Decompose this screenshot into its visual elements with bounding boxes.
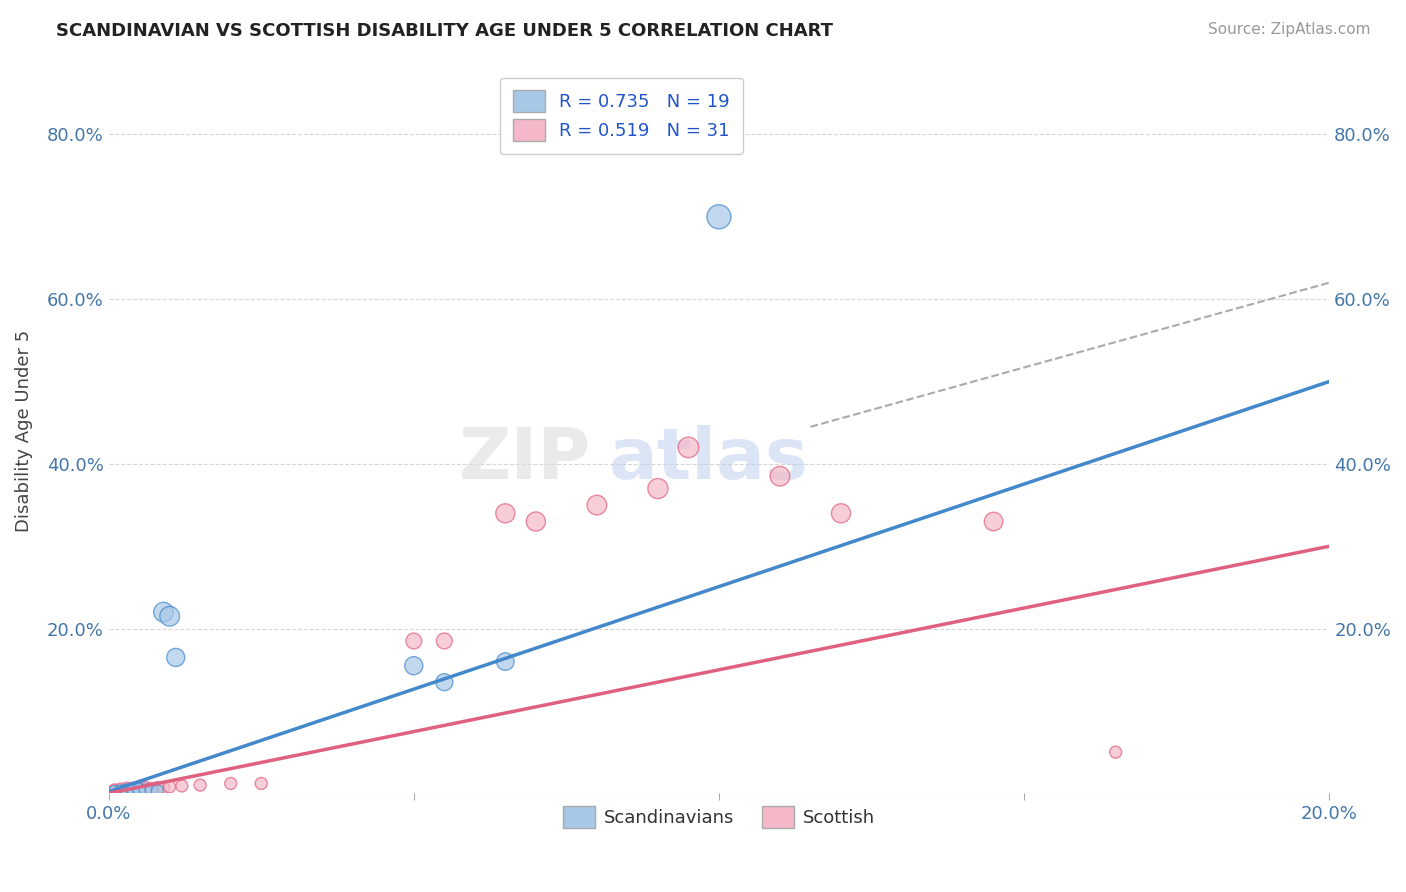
Text: SCANDINAVIAN VS SCOTTISH DISABILITY AGE UNDER 5 CORRELATION CHART: SCANDINAVIAN VS SCOTTISH DISABILITY AGE … — [56, 22, 834, 40]
Point — [128, 780, 150, 795]
Point — [128, 783, 150, 797]
Point — [250, 776, 273, 790]
Point — [402, 634, 425, 648]
Text: atlas: atlas — [609, 425, 808, 494]
Point — [152, 605, 174, 619]
Point — [494, 506, 516, 520]
Point — [983, 515, 1005, 529]
Point — [134, 783, 156, 797]
Point — [128, 782, 150, 797]
Point — [1104, 745, 1126, 759]
Point — [678, 441, 700, 455]
Point — [141, 783, 163, 797]
Point — [219, 776, 242, 790]
Point — [146, 784, 169, 798]
Point — [402, 658, 425, 673]
Point — [122, 782, 145, 797]
Point — [104, 785, 127, 799]
Point — [104, 783, 127, 797]
Point — [115, 783, 138, 797]
Point — [110, 784, 132, 798]
Point — [188, 778, 211, 792]
Point — [110, 784, 132, 798]
Point — [586, 498, 609, 512]
Point — [769, 469, 792, 483]
Text: Source: ZipAtlas.com: Source: ZipAtlas.com — [1208, 22, 1371, 37]
Point — [115, 783, 138, 797]
Point — [110, 782, 132, 797]
Point — [165, 650, 187, 665]
Point — [134, 781, 156, 796]
Point — [146, 780, 169, 795]
Point — [433, 675, 456, 690]
Point — [110, 785, 132, 799]
Text: ZIP: ZIP — [458, 425, 591, 494]
Point — [128, 782, 150, 797]
Point — [707, 210, 730, 224]
Point — [159, 609, 181, 624]
Point — [170, 779, 193, 793]
Point — [122, 781, 145, 796]
Point — [830, 506, 852, 520]
Point — [122, 784, 145, 798]
Point — [524, 515, 547, 529]
Point — [115, 784, 138, 798]
Point — [152, 780, 174, 795]
Point — [134, 780, 156, 795]
Point — [115, 781, 138, 796]
Point — [647, 482, 669, 496]
Legend: Scandinavians, Scottish: Scandinavians, Scottish — [555, 798, 883, 835]
Point — [141, 781, 163, 796]
Point — [494, 655, 516, 669]
Point — [122, 783, 145, 797]
Y-axis label: Disability Age Under 5: Disability Age Under 5 — [15, 330, 32, 532]
Point — [433, 634, 456, 648]
Point — [104, 784, 127, 798]
Point — [159, 780, 181, 794]
